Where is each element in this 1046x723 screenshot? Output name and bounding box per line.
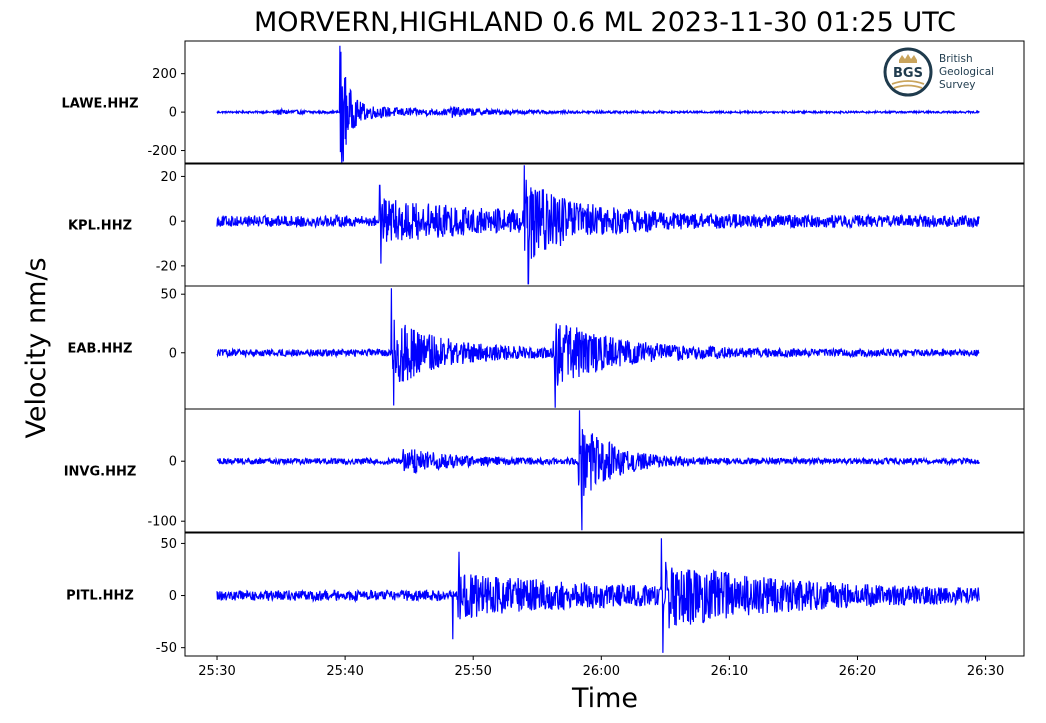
logo-ring [883,47,933,97]
x-tick-label: 26:20 [839,664,876,679]
x-tick-label: 26:30 [967,664,1004,679]
y-tick-label: 0 [169,106,177,121]
x-tick-label: 25:50 [454,664,491,679]
x-tick-label: 25:30 [198,664,235,679]
y-tick-label: 20 [160,170,177,185]
panel-lawe-hhz: 200 0 -200 LAWE.HHZ [61,40,1025,165]
panel-frame [184,40,1025,165]
y-tick-label: 0 [169,589,177,604]
waveform-trace [216,288,980,408]
y-tick-label: 50 [160,537,177,552]
logo-waves [891,80,925,89]
y-tick-label: -100 [147,515,177,530]
panel-frame [184,532,1025,657]
x-tick-label: 26:10 [711,664,748,679]
panel-kpl-hhz: 20 0 -20 KPL.HHZ [68,162,1025,287]
y-tick-label: 50 [160,288,177,303]
waveform-trace [216,410,980,531]
y-axis-label: Velocity nm/s [21,257,52,438]
waveform-trace [216,538,980,653]
y-tick-label: 0 [169,455,177,470]
waveform-trace [216,45,980,163]
panel-invg-hhz: 0 -100 INVG.HHZ [64,408,1025,533]
station-label: LAWE.HHZ [61,97,138,112]
logo-line-3: Survey [939,79,976,91]
logo-abbr: BGS [893,66,923,81]
panel-frame [184,408,1025,533]
station-label: EAB.HHZ [68,342,133,357]
x-tick-label: 26:00 [583,664,620,679]
crown-icon [899,54,917,63]
bgs-logo: BGS British Geological Survey [883,47,994,97]
y-tick-label: -50 [156,641,177,656]
logo-line-2: Geological [939,66,994,78]
waveform-trace [216,165,980,285]
panels-group: 2000-200LAWE.HHZ200-20KPL.HHZ500EAB.HHZ0… [61,40,1025,657]
x-tick-label: 25:40 [326,664,363,679]
x-axis: 25:30 25:40 25:50 26:00 26:10 26:20 26:30 [198,656,1004,679]
y-tick-label: -200 [147,144,177,159]
station-label: KPL.HHZ [68,219,132,234]
y-tick-label: 0 [169,346,177,361]
panel-pitl-hhz: 50 0 -50 PITL.HHZ [66,532,1025,657]
y-tick-label: 0 [169,215,177,230]
panel-eab-hhz: 50 0 EAB.HHZ [68,285,1025,410]
x-axis-label: Time [571,683,638,714]
logo-line-1: British [939,53,973,65]
station-label: INVG.HHZ [64,465,137,480]
y-tick-label: 200 [152,67,177,82]
chart-title: MORVERN,HIGHLAND 0.6 ML 2023-11-30 01:25… [254,7,956,38]
station-label: PITL.HHZ [66,589,134,604]
y-tick-label: -20 [156,259,177,274]
